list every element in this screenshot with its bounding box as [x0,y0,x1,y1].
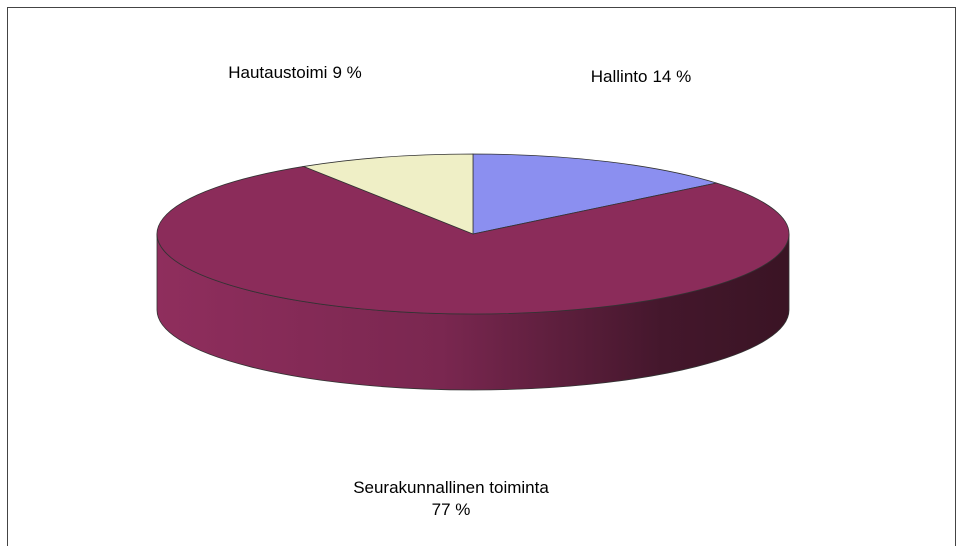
chart-frame [7,7,956,546]
slice-label: Hautaustoimi 9 % [228,63,362,82]
slice [156,166,790,315]
category-label: Seurakunnallinen toiminta [353,478,549,497]
slice [302,153,474,235]
slice-label: Hallinto 14 % [591,67,691,86]
category-label: Hallinto [591,67,648,86]
slice [472,153,717,235]
slice-label: Seurakunnallinen toiminta 77 % [353,478,549,519]
value-label: 77 % [432,500,471,519]
value-label: 9 % [332,63,361,82]
value-label: 14 % [652,67,691,86]
category-label: Hautaustoimi [228,63,327,82]
